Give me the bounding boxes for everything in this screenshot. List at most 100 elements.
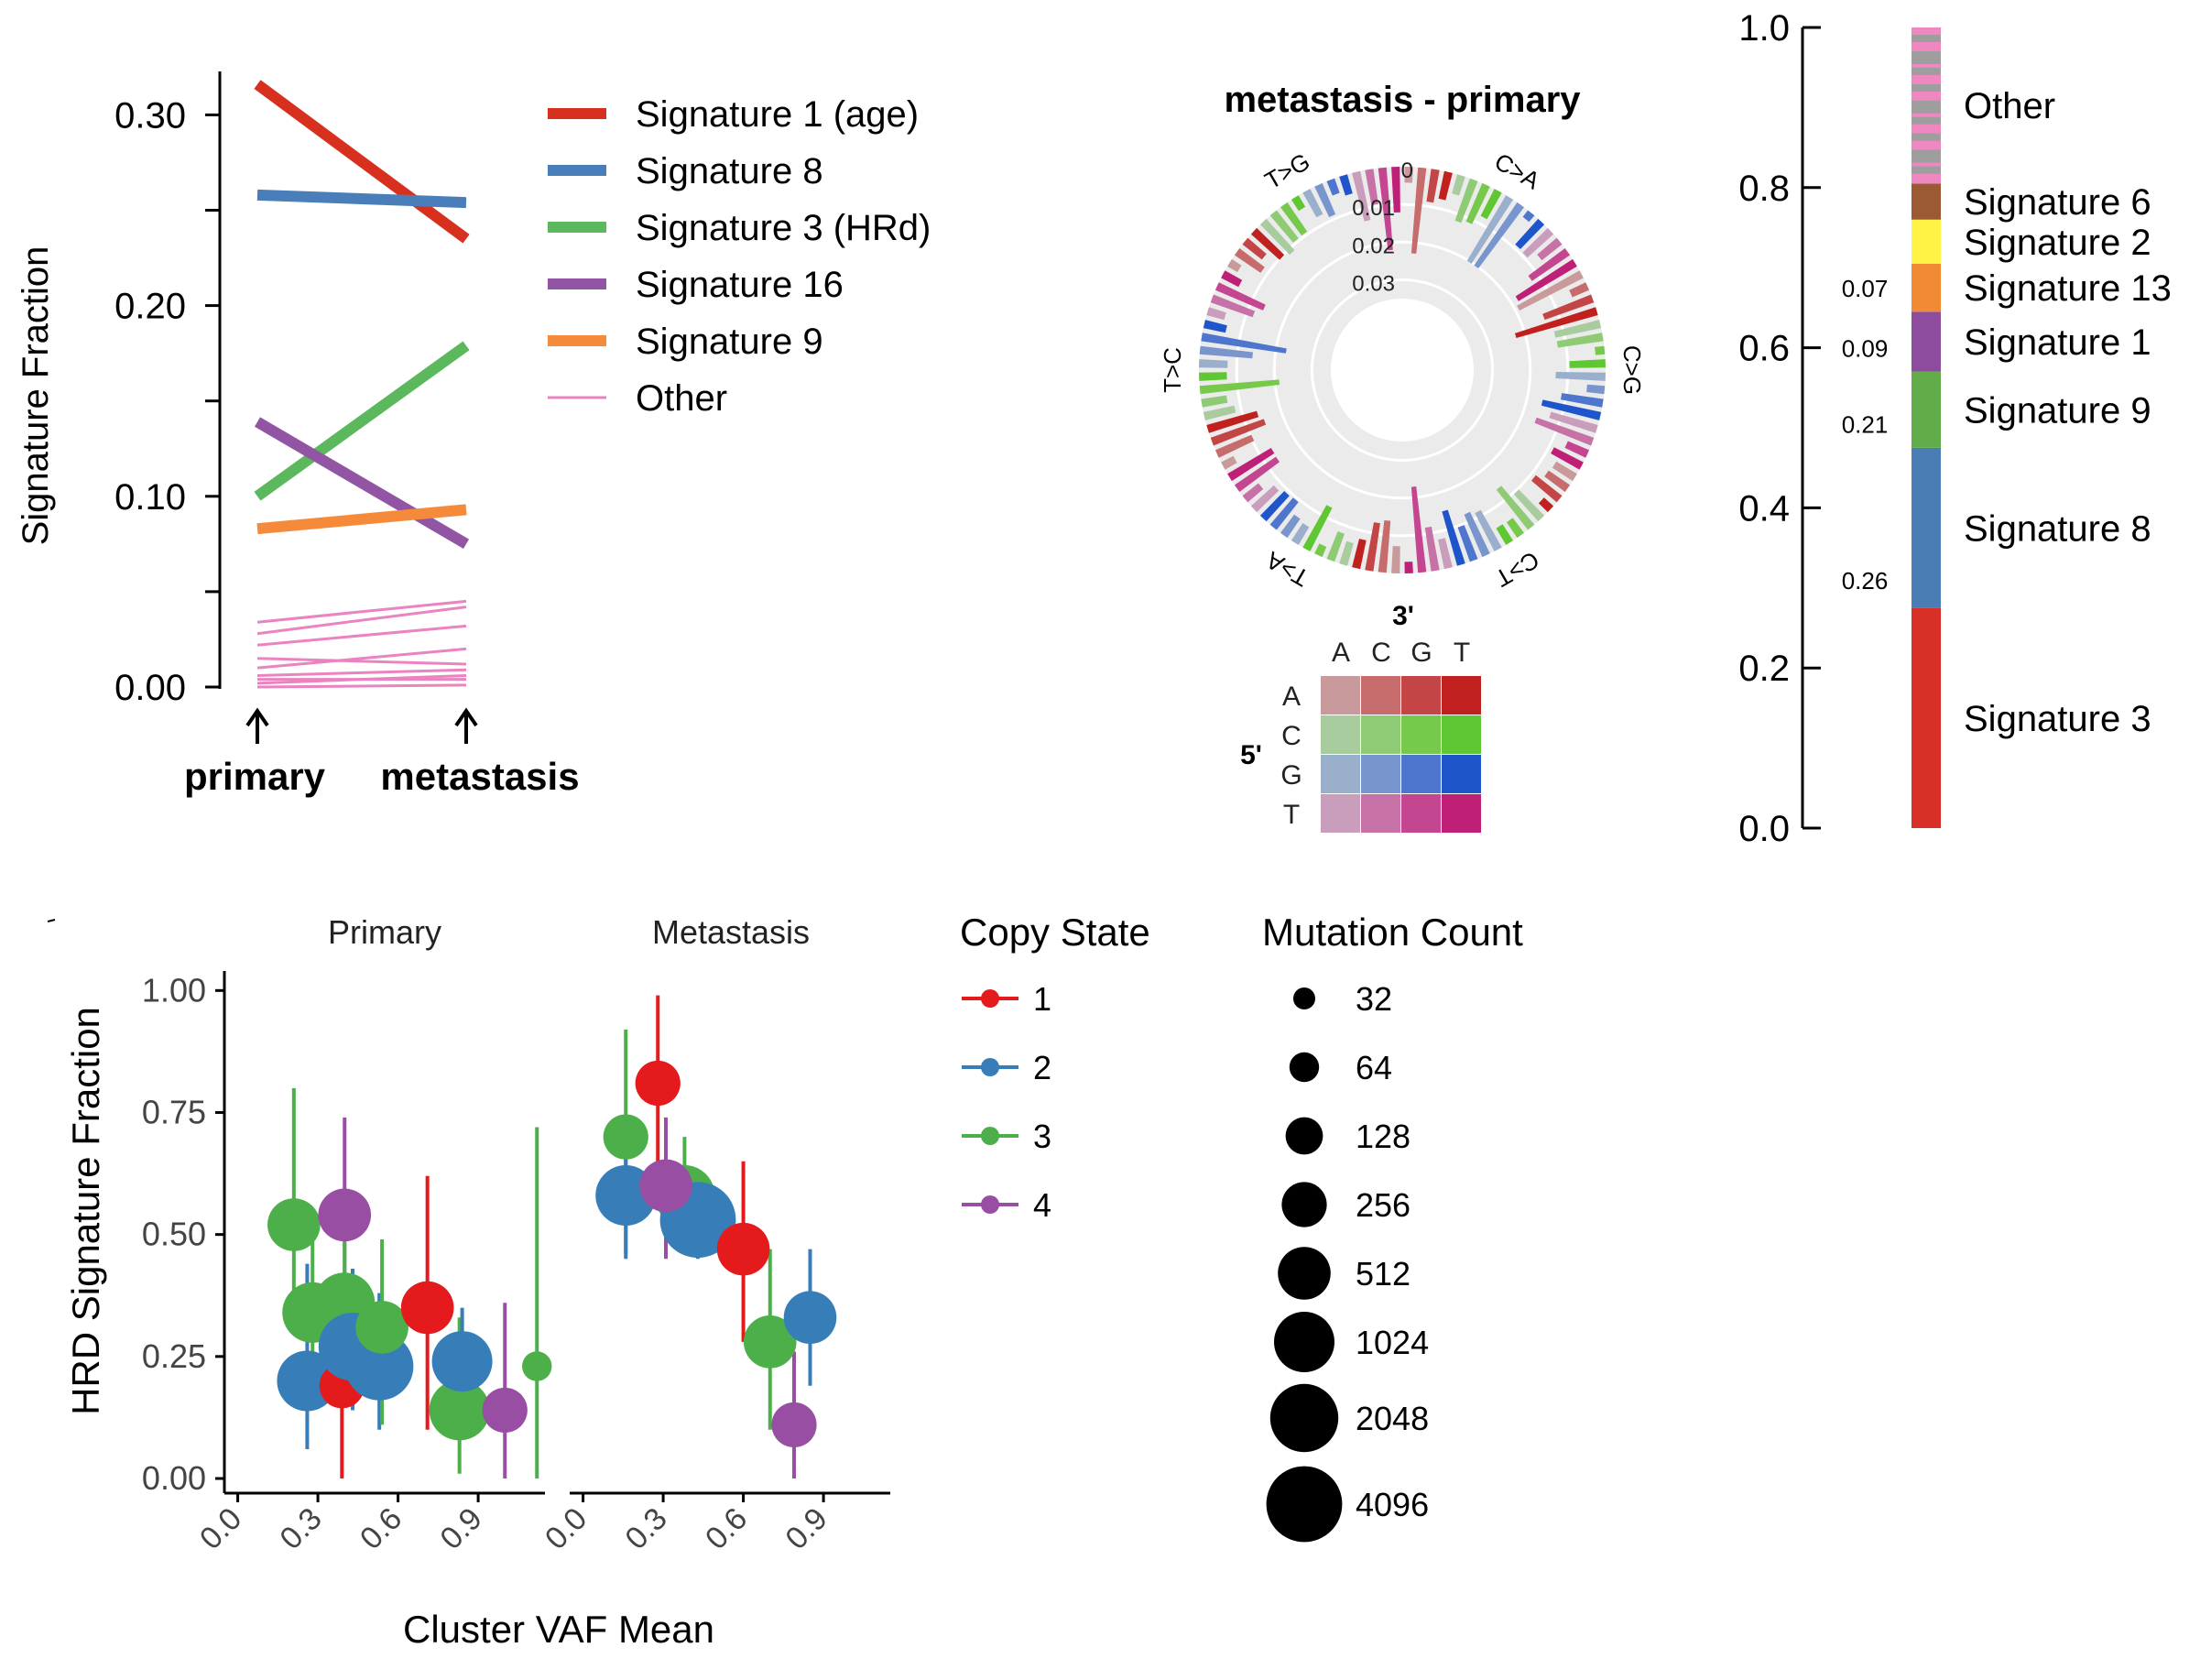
slope-x-labels: primary metastasis [184,707,580,798]
polar-bar [1391,167,1400,213]
polar-bar [1475,509,1502,551]
copy-state-legend-dot [981,1058,999,1076]
scatter-y-tick-label: 0.25 [142,1337,206,1375]
other-signature-line [256,668,467,678]
stacked-label-signature-1: Signature 1 [1964,322,2151,363]
data-point [716,1222,770,1276]
polar-bar [1454,178,1478,224]
polar-sector-label-c-a: C>A [1490,147,1545,195]
polar-bar [1339,174,1353,196]
key-row-label-t: T [1283,800,1300,830]
stacked-segment-signature-1 [1911,311,1941,372]
scatter-x-tick-label: 0.0 [193,1501,248,1556]
polar-bar [1227,258,1242,273]
key-cell [1442,715,1481,754]
slope-y-tick-label: 0.10 [114,477,186,518]
other-signature-line [256,683,467,689]
key-cell [1401,794,1441,833]
stacked-segment-signature-6 [1911,183,1941,220]
stacked-bar [1911,27,1941,828]
polar-bar [1199,379,1280,395]
data-point [400,1281,454,1335]
mutation-count-legend-dot [1289,1052,1320,1083]
data-point [267,1198,321,1251]
polar-bars [1199,167,1606,573]
polar-bar [1515,258,1577,301]
polar-bar [1424,526,1440,572]
polar-bar [1378,167,1393,251]
mutation-count-legend-dot [1274,1312,1334,1372]
data-point [318,1188,372,1242]
polar-bar [1506,518,1524,539]
mutation-count-legend-label: 256 [1356,1186,1410,1224]
series-line-signature-1-age [254,80,470,244]
hrd-scatter-chart: Primary Metastasis HRD Signature Fractio… [47,911,1523,1651]
series-line-signature-16 [254,417,470,550]
polar-bar [1221,270,1243,288]
polar-title: metastasis - primary [1224,80,1581,120]
slope-y-tick-label: 0.00 [114,668,186,708]
data-point [482,1387,528,1434]
x-label-metastasis: metastasis [380,755,579,798]
key-cell [1442,794,1481,833]
polar-bar [1551,447,1584,470]
stacked-y-tick-label: 1.0 [1738,8,1790,49]
polar-bar [1203,405,1236,420]
stacked-label-signature-6: Signature 6 [1964,182,2151,223]
polar-bar [1438,170,1453,201]
other-signature-line [256,647,467,670]
key-col-label-t: T [1454,638,1470,668]
key-row-label-c: C [1281,721,1302,751]
key-cell [1321,755,1360,793]
key-cell [1361,715,1400,754]
legend-title-mutation-count: Mutation Count [1262,911,1523,954]
polar-bar [1269,210,1299,243]
polar-bar [1404,562,1413,573]
polar-bar [1480,189,1502,220]
polar-bar [1352,170,1371,222]
stacked-annotation: 0.09 [1842,335,1889,363]
facet-label-metastasis: Metastasis [652,913,810,951]
polar-bar [1561,393,1604,408]
scatter-y-axis-title: HRD Signature Fraction [64,1007,107,1415]
key-cell [1442,755,1481,793]
polar-bar [1352,539,1367,570]
data-point [431,1331,493,1392]
polar-bar [1221,455,1237,470]
key-cell [1321,715,1360,754]
polar-bar [1326,178,1340,196]
other-stripe [1911,166,1941,174]
slope-y-axis-title: Signature Fraction [16,246,56,546]
copy-state-legend-label: 2 [1033,1049,1051,1086]
mutation-count-legend-label: 64 [1356,1049,1392,1086]
data-point [771,1402,817,1448]
scatter-x-tick-label: 0.3 [273,1501,328,1556]
data-point [355,1301,408,1354]
legend-label-signature-3-hrd: Signature 3 (HRd) [636,208,931,248]
key-title-3-prime: 3' [1392,601,1414,631]
scatter-x-tick-label: 0.9 [779,1501,833,1556]
polar-bar [1210,419,1267,446]
other-stripe [1911,50,1941,64]
primary-arrow-icon [245,707,269,744]
legend-label-signature-8: Signature 8 [636,151,823,191]
polar-bar [1203,320,1227,333]
slope-lines [254,80,470,689]
key-col-label-c: C [1371,638,1391,668]
mutation-count-legend-label: 2048 [1356,1400,1429,1437]
polar-bar [1410,167,1427,254]
polar-bar [1555,372,1606,381]
polar-radial-tick-label: 0.02 [1352,234,1395,258]
other-stripe [1911,83,1941,92]
polar-bar [1227,448,1275,482]
key-cell [1361,794,1400,833]
key-cell [1321,676,1360,715]
polar-bar [1534,417,1595,446]
polar-bar [1280,202,1308,236]
polar-bar [1553,320,1602,338]
polar-bar [1466,195,1514,264]
polar-bar [1280,514,1301,539]
stacked-y-tick-label: 0.2 [1738,649,1790,689]
stacked-annotation: 0.21 [1842,411,1889,439]
polar-bar [1549,411,1598,433]
